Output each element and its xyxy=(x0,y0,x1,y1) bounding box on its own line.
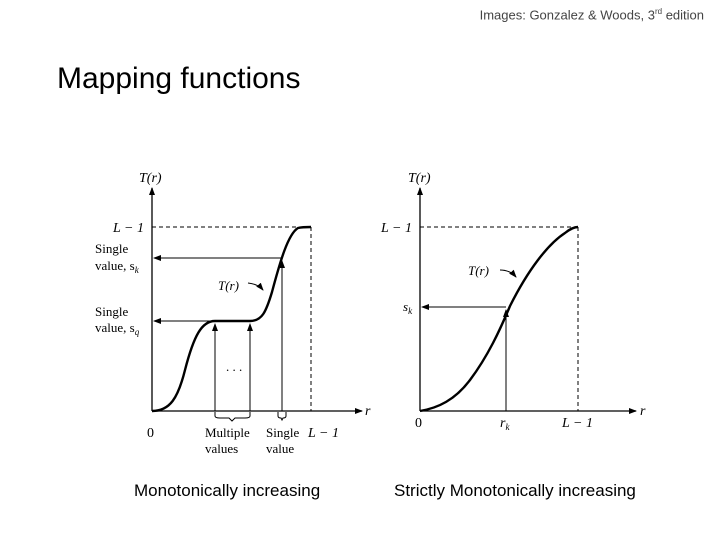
page-title: Mapping functions xyxy=(57,62,301,95)
left-x-axis-label: r xyxy=(365,404,371,419)
left-multiple-line2: values xyxy=(205,441,238,456)
left-x-end-label: L − 1 xyxy=(307,426,339,441)
credit-tail: edition xyxy=(662,7,704,23)
left-curve-pointer xyxy=(247,282,264,291)
left-graph: T(r) r L − 1 Single value, sk Single val… xyxy=(95,171,371,456)
left-top-level-label: L − 1 xyxy=(112,221,144,236)
left-single-sq-line2: value, sq xyxy=(95,320,140,337)
left-multiple-bracket xyxy=(214,412,251,422)
right-origin-label: 0 xyxy=(415,416,422,431)
left-single-sk-line2: value, sk xyxy=(95,258,140,275)
right-caption: Strictly Monotonically increasing xyxy=(394,481,636,500)
image-credit: Images: Gonzalez & Woods, 3rd edition xyxy=(480,7,704,22)
left-caption: Monotonically increasing xyxy=(134,481,321,500)
credit-superscript: rd xyxy=(654,7,663,16)
left-single-bracket xyxy=(277,412,287,422)
right-rk-label: rk xyxy=(500,416,510,432)
left-y-axis-label: T(r) xyxy=(139,171,162,186)
left-single-line1: Single xyxy=(266,425,299,440)
left-origin-label: 0 xyxy=(147,426,154,441)
right-graph: T(r) r L − 1 sk T(r) 0 rk L − 1 xyxy=(380,171,646,432)
right-y-axis-label: T(r) xyxy=(408,171,431,186)
right-mapping-curve xyxy=(419,225,579,413)
left-multiple-line1: Multiple xyxy=(205,425,250,440)
left-single-line2: value xyxy=(266,441,294,456)
right-curve-pointer xyxy=(499,269,517,278)
left-curve-label: T(r) xyxy=(218,278,239,293)
credit-text: Images: Gonzalez & Woods, 3 xyxy=(479,7,655,23)
left-single-sk-line1: Single xyxy=(95,241,128,256)
right-curve-label: T(r) xyxy=(468,263,489,278)
left-mapping-curve xyxy=(151,225,312,413)
right-top-level-label: L − 1 xyxy=(380,221,412,236)
right-x-axis-label: r xyxy=(640,404,646,419)
left-dots: . . . xyxy=(226,359,242,374)
right-x-end-label: L − 1 xyxy=(561,416,593,431)
right-sk-label: sk xyxy=(403,299,413,316)
left-single-sq-line1: Single xyxy=(95,304,128,319)
